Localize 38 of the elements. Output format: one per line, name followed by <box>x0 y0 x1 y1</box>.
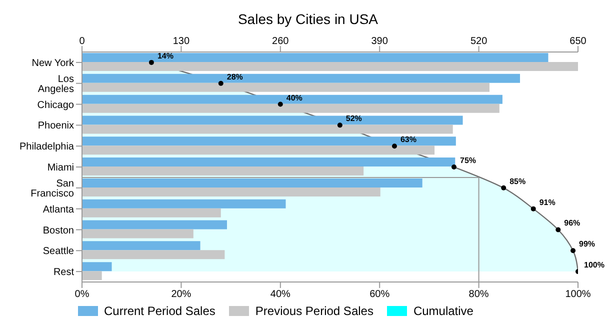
data-label: 28% <box>226 72 243 82</box>
data-label: 96% <box>564 218 580 228</box>
x-tick-label: 100% <box>565 289 591 300</box>
y-tick-label: Boston <box>42 225 74 236</box>
data-label: 40% <box>286 93 302 102</box>
y-tick-label: Phoenix <box>38 120 74 132</box>
data-label: 91% <box>539 198 556 207</box>
data-label: 63% <box>400 135 416 144</box>
y-tick-label: Philadelphia <box>20 142 74 153</box>
data-label: 99% <box>579 240 596 249</box>
data-label: 75% <box>460 156 476 165</box>
y-tick-label: Atlanta <box>42 204 74 216</box>
legend-label: Current Period Sales <box>104 304 216 318</box>
x-tick-label: 60% <box>370 289 390 300</box>
x-tick-label: 40% <box>270 289 291 300</box>
y-tick-label: Seattle <box>42 246 74 258</box>
x2-tick-label: 520 <box>470 36 488 47</box>
y-tick-label: Rest <box>53 267 74 278</box>
x-tick-label: 80% <box>468 289 489 300</box>
y-tick-label: Los Angeles <box>38 74 74 95</box>
y-tick-label: New York <box>32 58 75 70</box>
chart-title: Sales by Cities in USA <box>236 10 380 29</box>
x-tick-label: 0% <box>74 289 90 300</box>
x2-tick-label: 260 <box>272 36 290 47</box>
x2-tick-label: 0 <box>79 36 86 47</box>
y-tick-label: San Francisco <box>30 178 74 200</box>
legend-label: Previous Period Sales <box>255 304 374 318</box>
legend-label: Cumulative <box>413 304 474 318</box>
x-tick-label: 20% <box>171 289 192 300</box>
data-label: 85% <box>510 176 526 186</box>
y-tick-label: Miami <box>47 162 74 174</box>
data-label: 100% <box>584 260 604 270</box>
x2-tick-label: 650 <box>570 36 587 47</box>
x2-tick-label: 390 <box>371 36 388 47</box>
y-tick-label: Chicago <box>37 100 74 111</box>
data-label: 52% <box>346 114 362 124</box>
x2-tick-label: 130 <box>172 36 190 47</box>
data-label: 14% <box>157 51 174 60</box>
